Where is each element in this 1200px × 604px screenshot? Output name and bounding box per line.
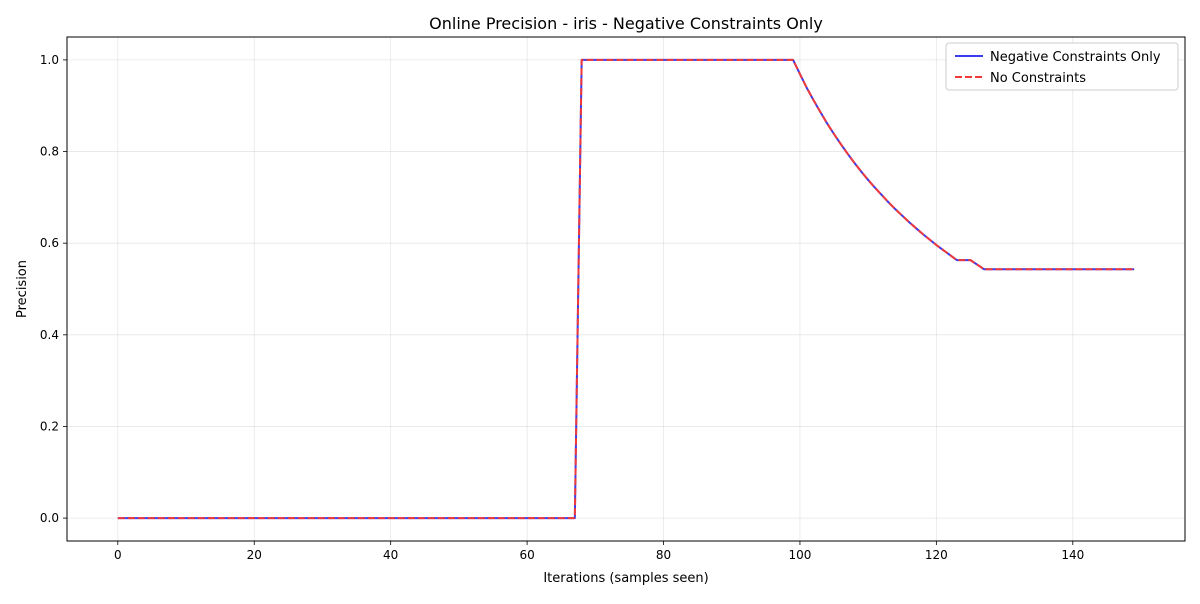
x-tick-label: 80 bbox=[656, 548, 671, 562]
y-tick-label: 0.6 bbox=[40, 236, 59, 250]
legend-box bbox=[945, 42, 1179, 91]
y-tick-label: 1.0 bbox=[40, 53, 59, 67]
y-tick-label: 0.0 bbox=[40, 511, 59, 525]
legend-label-no-constraints: No Constraints bbox=[990, 71, 1086, 86]
legend: Negative Constraints Only No Constraints bbox=[945, 42, 1179, 91]
x-tick-label: 100 bbox=[788, 548, 811, 562]
x-tick-label: 40 bbox=[383, 548, 398, 562]
x-tick-label: 60 bbox=[519, 548, 534, 562]
x-tick-label: 20 bbox=[247, 548, 262, 562]
plot-frame bbox=[66, 36, 1186, 542]
x-tick-label: 140 bbox=[1061, 548, 1084, 562]
x-tick-label: 120 bbox=[925, 548, 948, 562]
series-line-no-constraints bbox=[117, 58, 1135, 520]
chart-title: Online Precision - iris - Negative Const… bbox=[429, 14, 823, 33]
y-tick-label: 0.8 bbox=[40, 145, 59, 159]
y-tick-label: 0.2 bbox=[40, 419, 59, 433]
y-axis-label: Precision bbox=[15, 260, 30, 318]
legend-label-negative-constraints-only: Negative Constraints Only bbox=[990, 50, 1161, 65]
y-axis-ticks: 0.0 0.2 0.4 0.6 0.8 1.0 bbox=[40, 53, 67, 525]
x-tick-label: 0 bbox=[114, 548, 122, 562]
y-tick-label: 0.4 bbox=[40, 328, 59, 342]
series-layer bbox=[117, 58, 1135, 520]
x-axis-ticks: 0 20 40 60 80 100 120 140 bbox=[114, 541, 1084, 562]
x-axis-label: Iterations (samples seen) bbox=[543, 571, 708, 586]
